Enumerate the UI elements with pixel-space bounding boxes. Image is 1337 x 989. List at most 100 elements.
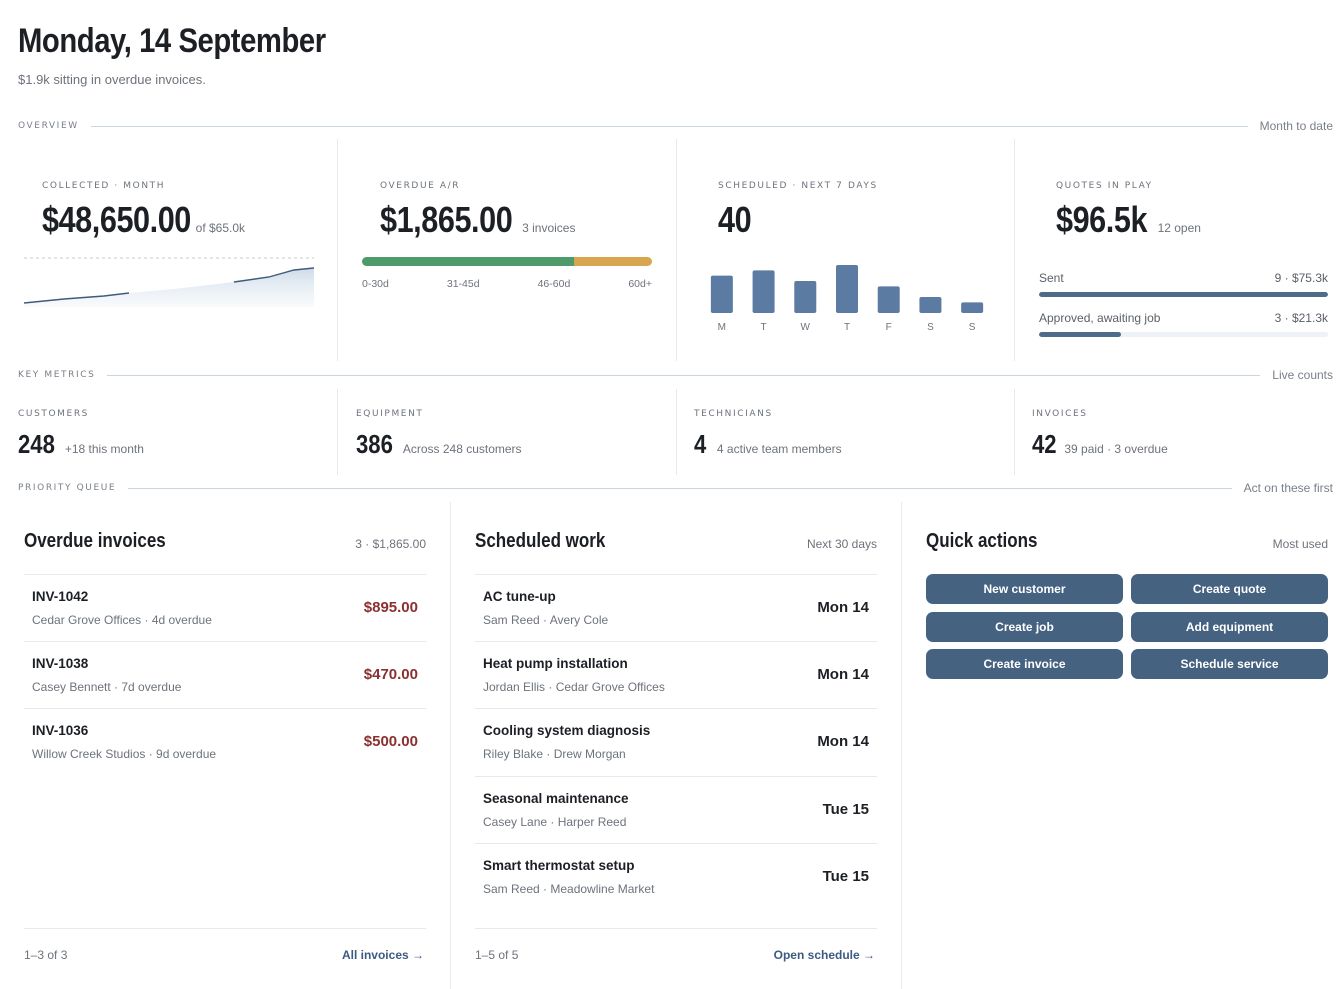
metric-note: Across 248 customers bbox=[402, 442, 522, 456]
create-quote-button[interactable]: Create quote bbox=[1131, 574, 1328, 604]
metric-value: 248 bbox=[18, 429, 55, 459]
aging-bar-current bbox=[362, 257, 574, 266]
job-row[interactable]: Smart thermostat setup Sam Reed · Meadow… bbox=[475, 843, 877, 910]
add-equipment-button[interactable]: Add equipment bbox=[1131, 612, 1328, 642]
panel-summary: Next 30 days bbox=[806, 537, 877, 551]
quote-stage-label: Sent bbox=[1039, 271, 1064, 285]
metric-invoices[interactable]: INVOICES 42 39 paid · 3 overdue bbox=[1032, 389, 1332, 475]
job-row[interactable]: Cooling system diagnosis Riley Blake · D… bbox=[475, 708, 877, 775]
quotes-value: $96.5k bbox=[1056, 199, 1148, 240]
overview-section-header: OVERVIEW Month to date bbox=[18, 119, 1333, 133]
panel-title: Overdue invoices bbox=[24, 530, 166, 552]
section-divider bbox=[90, 125, 1248, 127]
job-pager: 1–5 of 5 bbox=[475, 948, 519, 962]
panel-divider bbox=[901, 502, 902, 989]
collected-target: of $65.0k bbox=[195, 221, 246, 235]
invoice-meta: Casey Bennett · 7d overdue bbox=[32, 680, 182, 694]
job-title: Seasonal maintenance bbox=[483, 791, 629, 806]
aging-bucket-label: 46-60d bbox=[537, 278, 571, 290]
priority-queue-section-header: PRIORITY QUEUE Act on these first bbox=[18, 481, 1333, 495]
job-row[interactable]: Heat pump installation Jordan Ellis · Ce… bbox=[475, 641, 877, 708]
invoice-amount: $895.00 bbox=[363, 599, 418, 616]
metric-label: CUSTOMERS bbox=[18, 409, 89, 419]
job-meta: Sam Reed · Meadowline Market bbox=[483, 882, 655, 896]
metric-value: 386 bbox=[356, 429, 393, 459]
day-label: S bbox=[927, 322, 934, 331]
quote-stage-sent: Sent 9 · $75.3k bbox=[1039, 271, 1328, 285]
invoice-amount: $500.00 bbox=[363, 733, 418, 750]
aging-bucket-label: 31-45d bbox=[446, 278, 480, 290]
metric-technicians[interactable]: TECHNICIANS 4 4 active team members bbox=[694, 389, 1013, 475]
card-divider bbox=[337, 139, 338, 361]
job-date: Tue 15 bbox=[822, 801, 869, 818]
metric-value: 4 bbox=[694, 429, 707, 459]
section-label: KEY METRICS bbox=[18, 370, 96, 380]
section-label: OVERVIEW bbox=[18, 121, 79, 131]
invoice-number: INV-1036 bbox=[32, 723, 89, 738]
job-row[interactable]: Seasonal maintenance Casey Lane · Harper… bbox=[475, 776, 877, 843]
day-bar bbox=[961, 302, 984, 313]
invoice-row[interactable]: INV-1038 Casey Bennett · 7d overdue $470… bbox=[24, 641, 426, 708]
card-divider bbox=[1014, 389, 1015, 475]
card-divider bbox=[337, 389, 338, 475]
section-label: PRIORITY QUEUE bbox=[18, 483, 117, 493]
section-divider bbox=[128, 487, 1232, 489]
schedule-service-button[interactable]: Schedule service bbox=[1131, 649, 1328, 679]
panel-title: Quick actions bbox=[926, 530, 1038, 552]
quotes-card: QUOTES IN PLAY $96.5k 12 open Sent 9 · $… bbox=[1015, 139, 1335, 361]
aging-bar-late bbox=[573, 257, 652, 266]
invoice-number: INV-1038 bbox=[32, 656, 89, 671]
scheduled-card: SCHEDULED · NEXT 7 DAYS 40 M T W T F S S bbox=[677, 139, 1015, 361]
day-label: S bbox=[969, 322, 976, 331]
all-invoices-link[interactable]: All invoices → bbox=[341, 948, 424, 962]
quotes-open-count: 12 open bbox=[1157, 221, 1201, 235]
new-customer-button[interactable]: New customer bbox=[926, 574, 1123, 604]
card-divider bbox=[676, 389, 677, 475]
metric-label: INVOICES bbox=[1032, 409, 1088, 419]
card-label: COLLECTED · MONTH bbox=[42, 181, 166, 191]
job-date: Tue 15 bbox=[822, 868, 869, 885]
collected-sparkline bbox=[24, 257, 314, 307]
panel-summary: 3 · $1,865.00 bbox=[355, 537, 426, 551]
card-divider bbox=[1014, 139, 1015, 361]
job-meta: Sam Reed · Avery Cole bbox=[483, 613, 609, 627]
card-label: SCHEDULED · NEXT 7 DAYS bbox=[718, 181, 878, 191]
create-invoice-button[interactable]: Create invoice bbox=[926, 649, 1123, 679]
metric-note: 4 active team members bbox=[716, 442, 842, 456]
day-bar bbox=[836, 265, 858, 313]
metric-value: 42 bbox=[1032, 429, 1057, 459]
metric-equipment[interactable]: EQUIPMENT 386 Across 248 customers bbox=[356, 389, 675, 475]
quote-stage-bar bbox=[1039, 292, 1328, 297]
invoice-row[interactable]: INV-1036 Willow Creek Studios · 9d overd… bbox=[24, 708, 426, 775]
job-row[interactable]: AC tune-up Sam Reed · Avery Cole Mon 14 bbox=[475, 574, 877, 641]
aging-bucket-label: 0-30d bbox=[362, 278, 389, 290]
invoice-amount: $470.00 bbox=[363, 666, 418, 683]
aging-bar bbox=[362, 257, 652, 266]
day-bar bbox=[794, 281, 817, 313]
overdue-count: 3 invoices bbox=[522, 221, 576, 235]
metric-note: +18 this month bbox=[64, 442, 144, 456]
section-divider bbox=[107, 374, 1261, 376]
key-metrics-section-header: KEY METRICS Live counts bbox=[18, 368, 1333, 382]
panel-footer-divider bbox=[475, 928, 877, 929]
day-bar bbox=[877, 286, 900, 313]
job-title: Heat pump installation bbox=[483, 656, 628, 671]
day-label: T bbox=[844, 322, 850, 331]
invoice-number: INV-1042 bbox=[32, 589, 89, 604]
day-label: M bbox=[718, 322, 726, 331]
invoice-row[interactable]: INV-1042 Cedar Grove Offices · 4d overdu… bbox=[24, 574, 426, 641]
section-period: Month to date bbox=[1259, 119, 1333, 133]
card-label: QUOTES IN PLAY bbox=[1056, 181, 1153, 191]
create-job-button[interactable]: Create job bbox=[926, 612, 1123, 642]
metric-customers[interactable]: CUSTOMERS 248 +18 this month bbox=[18, 389, 337, 475]
panel-title: Scheduled work bbox=[475, 530, 606, 552]
page-title: Monday, 14 September bbox=[18, 22, 326, 60]
quote-stage-bar-fill bbox=[1039, 292, 1328, 297]
job-title: Smart thermostat setup bbox=[483, 858, 635, 873]
quote-stage-bar-fill bbox=[1039, 332, 1121, 337]
job-title: Cooling system diagnosis bbox=[483, 723, 651, 738]
day-bar bbox=[919, 297, 942, 313]
open-schedule-link[interactable]: Open schedule → bbox=[773, 948, 875, 962]
invoice-meta: Cedar Grove Offices · 4d overdue bbox=[32, 613, 212, 627]
